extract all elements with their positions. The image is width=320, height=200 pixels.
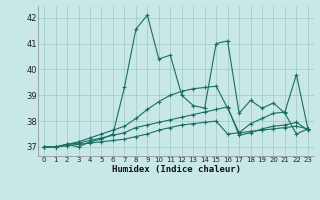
X-axis label: Humidex (Indice chaleur): Humidex (Indice chaleur) bbox=[111, 165, 241, 174]
